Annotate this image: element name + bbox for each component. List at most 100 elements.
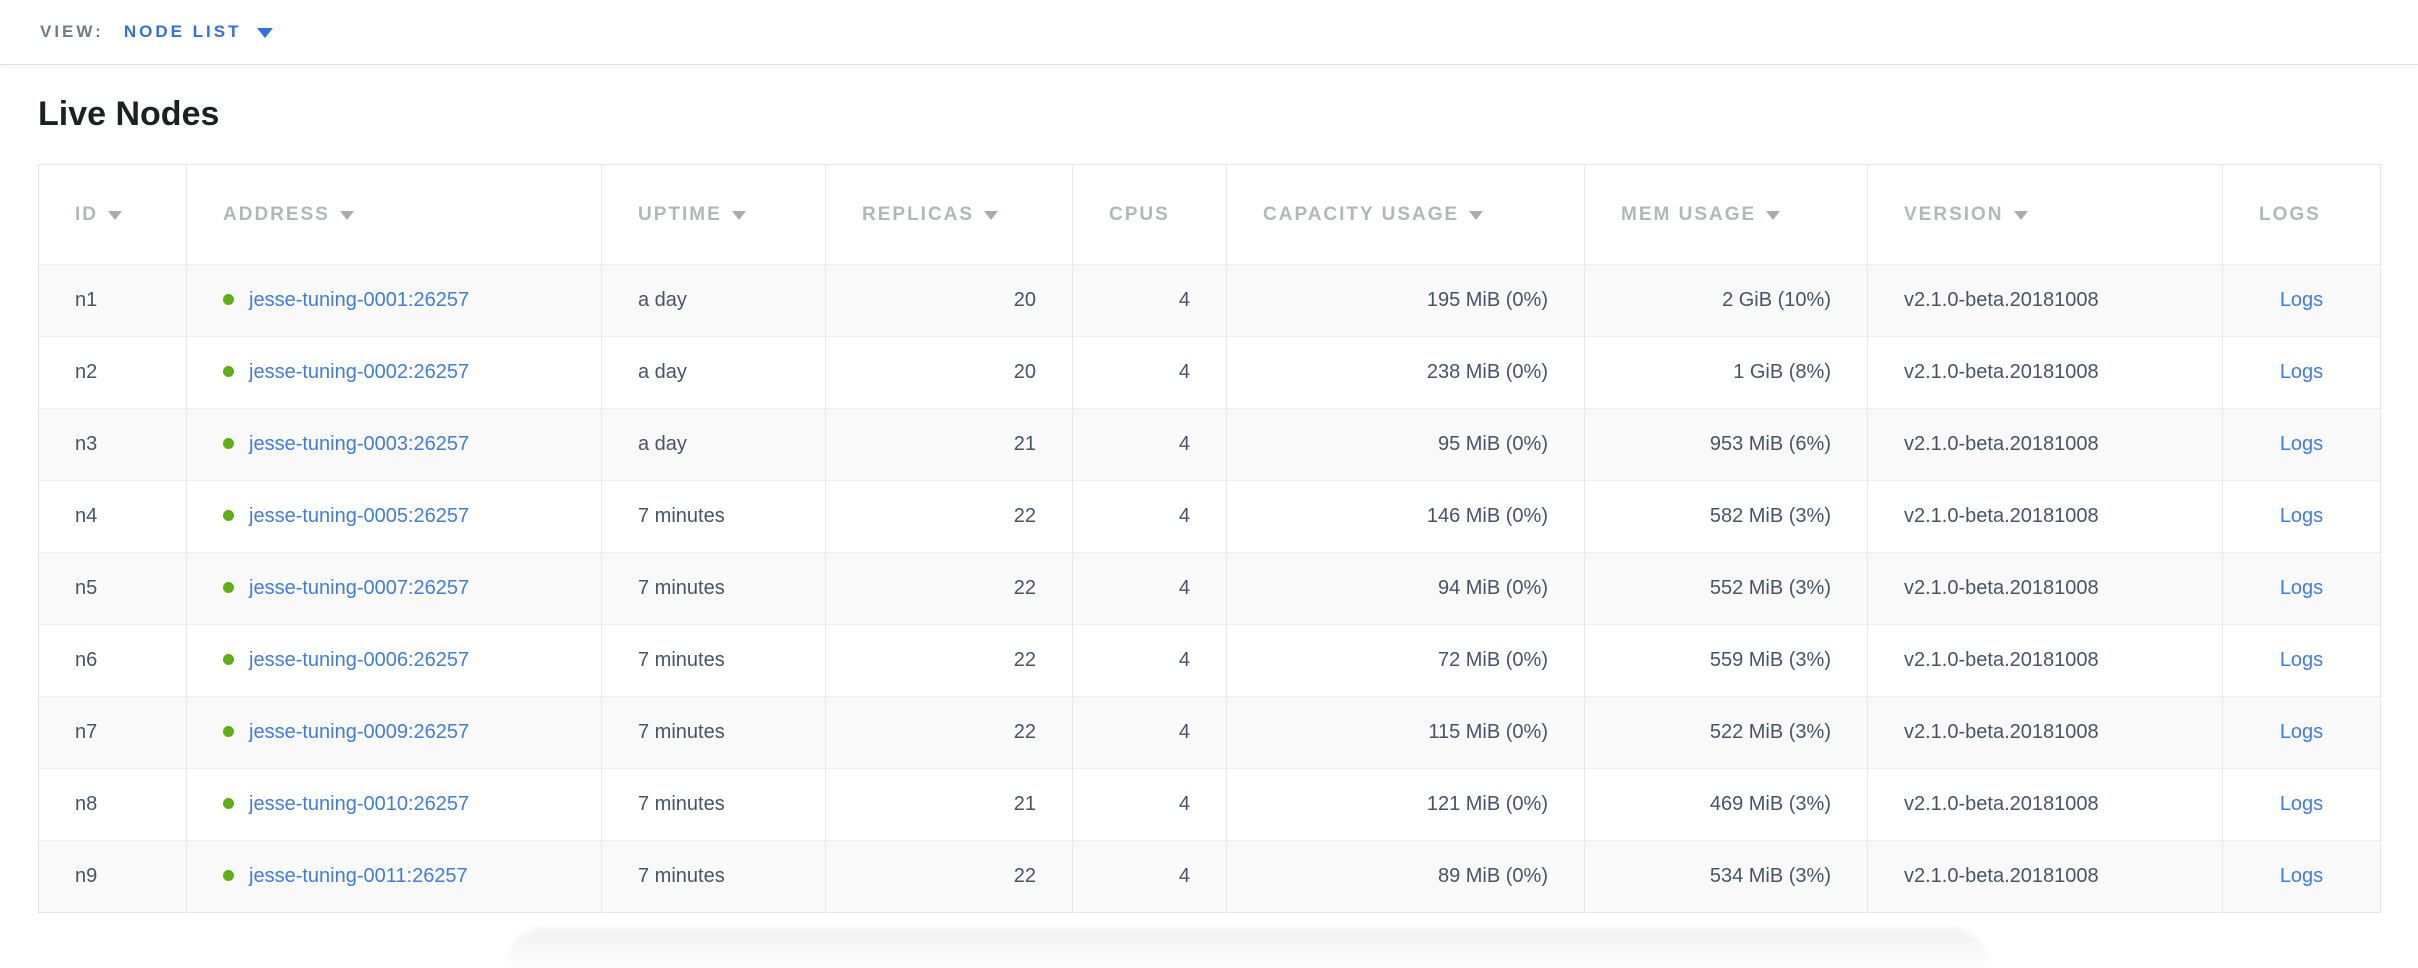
cell-value: v2.1.0-beta.20181008 <box>1904 577 2099 599</box>
node-uptime-cell: 7 minutes <box>601 480 826 553</box>
node-version-cell: v2.1.0-beta.20181008 <box>1867 696 2223 769</box>
node-id-cell: n8 <box>38 768 187 841</box>
node-address-link[interactable]: jesse-tuning-0007:26257 <box>249 577 470 599</box>
node-uptime-cell: a day <box>601 408 826 481</box>
cell-value: 4 <box>1178 793 1190 815</box>
node-address-cell: jesse-tuning-0005:26257 <box>186 480 602 553</box>
cell-value: a day <box>638 361 687 383</box>
node-row-n8: n8 jesse-tuning-0010:26257 7 minutes 21 4 121… <box>38 768 2381 841</box>
node-logs-link[interactable]: Logs <box>2279 721 2324 743</box>
node-capacity-usage-cell: 94 MiB (0%) <box>1226 552 1585 625</box>
column-header-label: ADDRESS <box>223 203 330 225</box>
cell-value: 22 <box>1013 577 1036 599</box>
cell-value: 534 MiB (3%) <box>1709 865 1831 887</box>
column-header-label: UPTIME <box>638 203 722 225</box>
cell-value: 552 MiB (3%) <box>1709 577 1831 599</box>
cell-value: 95 MiB (0%) <box>1437 433 1548 455</box>
node-row-n9: n9 jesse-tuning-0011:26257 7 minutes 22 4 89 … <box>38 840 2381 913</box>
node-capacity-usage-cell: 121 MiB (0%) <box>1226 768 1585 841</box>
view-selector-dropdown[interactable]: NODE LIST <box>124 22 274 42</box>
node-row-n2: n2 jesse-tuning-0002:26257 a day 20 4 238 MiB… <box>38 336 2381 409</box>
node-address-link[interactable]: jesse-tuning-0003:26257 <box>249 433 470 455</box>
node-id-cell: n3 <box>38 408 187 481</box>
node-address-link[interactable]: jesse-tuning-0005:26257 <box>249 505 470 527</box>
node-cpus-cell: 4 <box>1072 696 1227 769</box>
cell-value: 4 <box>1178 505 1190 527</box>
cell-value: v2.1.0-beta.20181008 <box>1904 721 2099 743</box>
node-version-cell: v2.1.0-beta.20181008 <box>1867 624 2223 697</box>
node-id-cell: n2 <box>38 336 187 409</box>
node-uptime-cell: 7 minutes <box>601 696 826 769</box>
node-row-n6: n6 jesse-tuning-0006:26257 7 minutes 22 4 72 … <box>38 624 2381 697</box>
node-uptime-cell: a day <box>601 264 826 337</box>
column-header-label: CAPACITY USAGE <box>1263 203 1460 225</box>
cell-value: n2 <box>75 361 98 383</box>
node-capacity-usage-cell: 72 MiB (0%) <box>1226 624 1585 697</box>
node-address-link[interactable]: jesse-tuning-0002:26257 <box>249 361 470 383</box>
node-logs-link[interactable]: Logs <box>2279 793 2324 815</box>
column-header-label: LOGS <box>2259 203 2321 225</box>
column-header-replicas[interactable]: REPLICAS <box>825 164 1073 265</box>
node-capacity-usage-cell: 115 MiB (0%) <box>1226 696 1585 769</box>
node-logs-link[interactable]: Logs <box>2279 361 2324 383</box>
cell-value: 20 <box>1013 361 1036 383</box>
column-header-address[interactable]: ADDRESS <box>186 164 602 265</box>
node-capacity-usage-cell: 146 MiB (0%) <box>1226 480 1585 553</box>
node-logs-link[interactable]: Logs <box>2279 505 2324 527</box>
node-logs-cell: Logs <box>2222 408 2381 481</box>
cell-value: 238 MiB (0%) <box>1426 361 1548 383</box>
cell-value: 7 minutes <box>638 793 725 815</box>
node-address-link[interactable]: jesse-tuning-0010:26257 <box>249 793 470 815</box>
node-cpus-cell: 4 <box>1072 480 1227 553</box>
node-address-link[interactable]: jesse-tuning-0009:26257 <box>249 721 470 743</box>
cell-value: 121 MiB (0%) <box>1426 793 1548 815</box>
column-header-capacity-usage[interactable]: CAPACITY USAGE <box>1226 164 1585 265</box>
cell-value: v2.1.0-beta.20181008 <box>1904 865 2099 887</box>
sort-desc-icon <box>108 210 122 220</box>
column-header-version[interactable]: VERSION <box>1867 164 2223 265</box>
column-header-mem-usage[interactable]: MEM USAGE <box>1584 164 1868 265</box>
node-mem-usage-cell: 559 MiB (3%) <box>1584 624 1868 697</box>
node-capacity-usage-cell: 89 MiB (0%) <box>1226 840 1585 913</box>
node-id-cell: n7 <box>38 696 187 769</box>
page-title: Live Nodes <box>38 95 220 133</box>
cell-value: n5 <box>75 577 98 599</box>
cell-value: 4 <box>1178 649 1190 671</box>
node-cpus-cell: 4 <box>1072 264 1227 337</box>
node-replicas-cell: 22 <box>825 480 1073 553</box>
node-logs-link[interactable]: Logs <box>2279 289 2324 311</box>
cell-value: 94 MiB (0%) <box>1437 577 1548 599</box>
node-uptime-cell: 7 minutes <box>601 840 826 913</box>
node-address-link[interactable]: jesse-tuning-0011:26257 <box>249 865 468 887</box>
live-nodes-table: ID ADDRESS UPTIME REPLICAS CPUS CAPACITY USAG… <box>38 164 2381 913</box>
node-id-cell: n6 <box>38 624 187 697</box>
node-logs-link[interactable]: Logs <box>2279 433 2324 455</box>
cell-value: n7 <box>75 721 98 743</box>
cell-value: v2.1.0-beta.20181008 <box>1904 361 2099 383</box>
node-id-cell: n4 <box>38 480 187 553</box>
node-cpus-cell: 4 <box>1072 336 1227 409</box>
node-version-cell: v2.1.0-beta.20181008 <box>1867 264 2223 337</box>
cell-value: 21 <box>1013 793 1036 815</box>
node-logs-link[interactable]: Logs <box>2279 649 2324 671</box>
node-version-cell: v2.1.0-beta.20181008 <box>1867 480 2223 553</box>
cell-value: v2.1.0-beta.20181008 <box>1904 289 2099 311</box>
cell-value: a day <box>638 289 687 311</box>
next-section-card-shadow <box>505 928 1990 968</box>
node-address-link[interactable]: jesse-tuning-0006:26257 <box>249 649 470 671</box>
node-logs-cell: Logs <box>2222 840 2381 913</box>
column-header-uptime[interactable]: UPTIME <box>601 164 826 265</box>
node-mem-usage-cell: 953 MiB (6%) <box>1584 408 1868 481</box>
node-address-link[interactable]: jesse-tuning-0001:26257 <box>249 289 470 311</box>
node-row-n7: n7 jesse-tuning-0009:26257 7 minutes 22 4 115… <box>38 696 2381 769</box>
node-logs-link[interactable]: Logs <box>2279 865 2324 887</box>
node-uptime-cell: 7 minutes <box>601 624 826 697</box>
node-cpus-cell: 4 <box>1072 552 1227 625</box>
node-capacity-usage-cell: 195 MiB (0%) <box>1226 264 1585 337</box>
column-header-id[interactable]: ID <box>38 164 187 265</box>
node-logs-link[interactable]: Logs <box>2279 577 2324 599</box>
node-row-n1: n1 jesse-tuning-0001:26257 a day 20 4 195 MiB… <box>38 264 2381 337</box>
table-header-row: ID ADDRESS UPTIME REPLICAS CPUS CAPACITY USAG… <box>38 164 2381 265</box>
node-logs-cell: Logs <box>2222 480 2381 553</box>
cell-value: 2 GiB (10%) <box>1722 289 1831 311</box>
